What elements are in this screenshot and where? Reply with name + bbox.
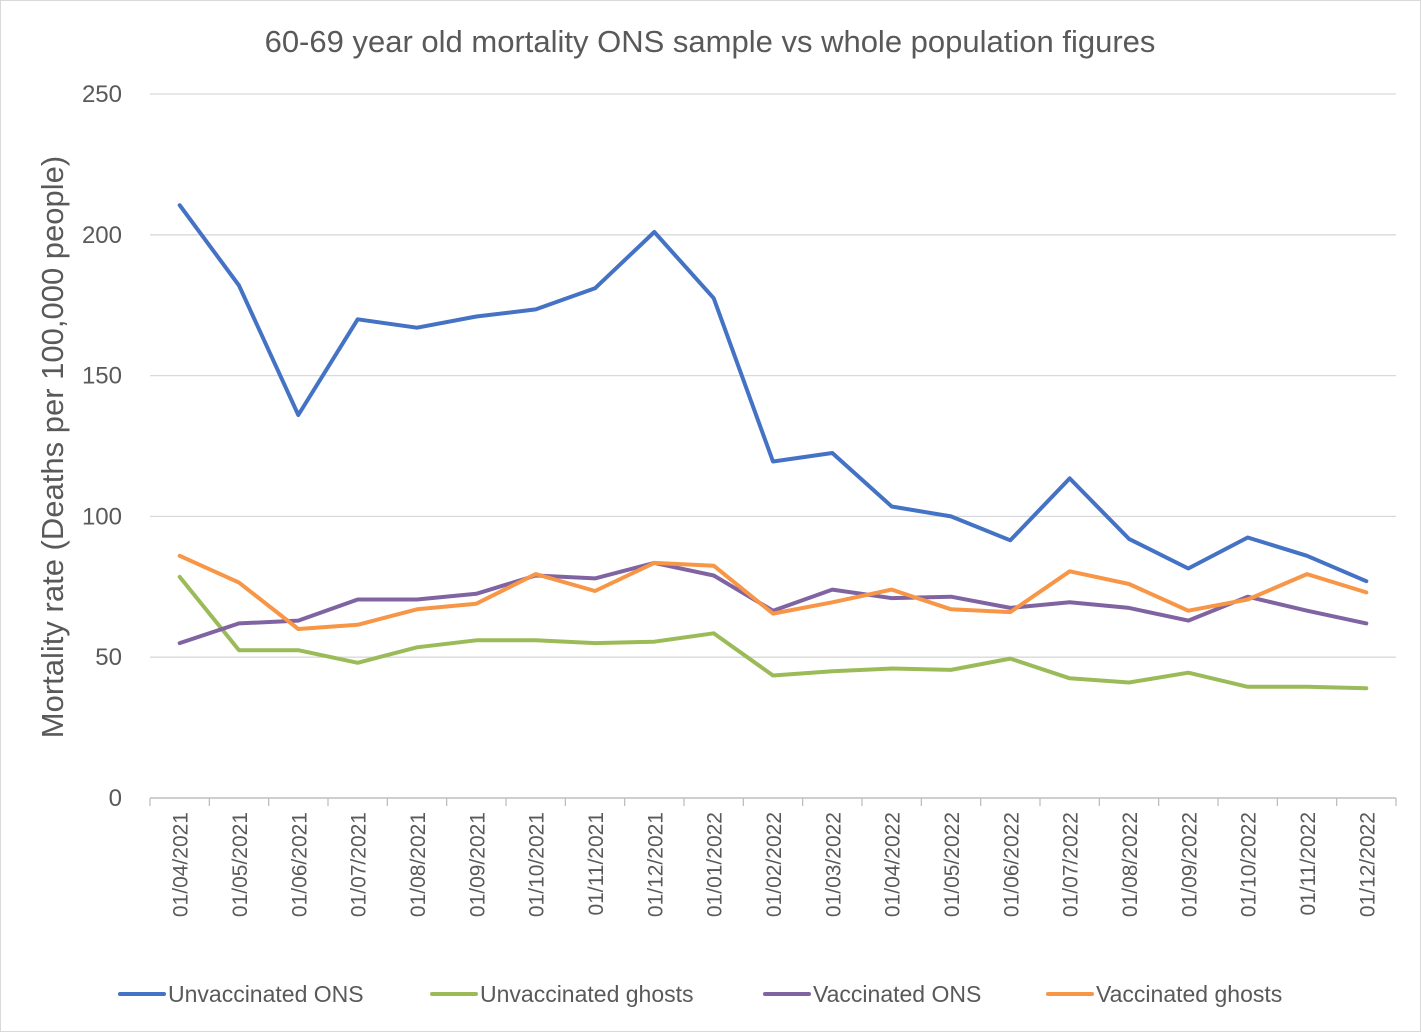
x-tick-label: 01/11/2021 xyxy=(585,812,608,916)
x-axis: 01/04/2021 01/05/2021 01/06/2021 01/07/2021… xyxy=(149,797,1397,917)
y-axis-label: Mortality rate (Deaths per 100,000 peopl… xyxy=(35,156,70,738)
x-tick-label: 01/04/2021 xyxy=(170,812,193,917)
y-tick-label: 100 xyxy=(82,503,122,530)
x-tick-label: 01/07/2021 xyxy=(348,812,371,917)
x-tick-label: 01/05/2022 xyxy=(941,812,964,917)
legend-label: Vaccinated ghosts xyxy=(1096,981,1282,1007)
x-tick-label: 01/06/2021 xyxy=(288,812,311,917)
x-tick-label: 01/09/2022 xyxy=(1178,812,1201,917)
legend-label: Unvaccinated ONS xyxy=(168,981,364,1007)
series-line-vaccinated-ghosts xyxy=(177,553,1369,631)
chart-title: 60-69 year old mortality ONS sample vs w… xyxy=(265,24,1156,59)
x-tick-label: 01/08/2022 xyxy=(1119,812,1142,917)
series-lines xyxy=(177,203,1369,691)
x-tick-label: 01/08/2021 xyxy=(407,812,430,917)
legend-label: Vaccinated ONS xyxy=(813,981,981,1007)
x-tick-label: 01/10/2022 xyxy=(1238,812,1261,917)
y-tick-label: 200 xyxy=(82,222,122,249)
y-tick-label: 250 xyxy=(82,81,122,108)
series-line-unvaccinated-ghosts xyxy=(177,574,1369,691)
x-tick-label: 01/06/2022 xyxy=(1000,812,1023,917)
x-tick-label: 01/05/2021 xyxy=(229,812,252,917)
x-tick-label: 01/10/2021 xyxy=(526,812,549,917)
x-tick-label: 01/07/2022 xyxy=(1060,812,1083,917)
y-tick-label: 150 xyxy=(82,363,122,390)
x-tick-label: 01/09/2021 xyxy=(466,812,489,917)
x-tick-label: 01/12/2022 xyxy=(1356,812,1379,917)
series-line-vaccinated-ons xyxy=(177,560,1369,646)
y-axis-ticks: 0 50 100 150 200 250 xyxy=(82,81,122,812)
x-tick-label: 01/03/2022 xyxy=(822,812,845,917)
y-tick-label: 50 xyxy=(95,644,122,671)
legend: Unvaccinated ONS Unvaccinated ghosts Vacci… xyxy=(118,981,1282,1007)
x-tick-label: 01/04/2022 xyxy=(882,812,905,917)
x-tick-label: 01/12/2021 xyxy=(644,812,667,917)
x-tick-label: 01/11/2022 xyxy=(1297,812,1320,916)
series-line-unvaccinated-ons xyxy=(177,203,1369,584)
y-tick-label: 0 xyxy=(109,785,122,812)
x-tick-label: 01/01/2022 xyxy=(704,812,727,917)
legend-label: Unvaccinated ghosts xyxy=(480,981,694,1007)
x-tick-label: 01/02/2022 xyxy=(763,812,786,917)
gridlines xyxy=(150,93,1396,658)
